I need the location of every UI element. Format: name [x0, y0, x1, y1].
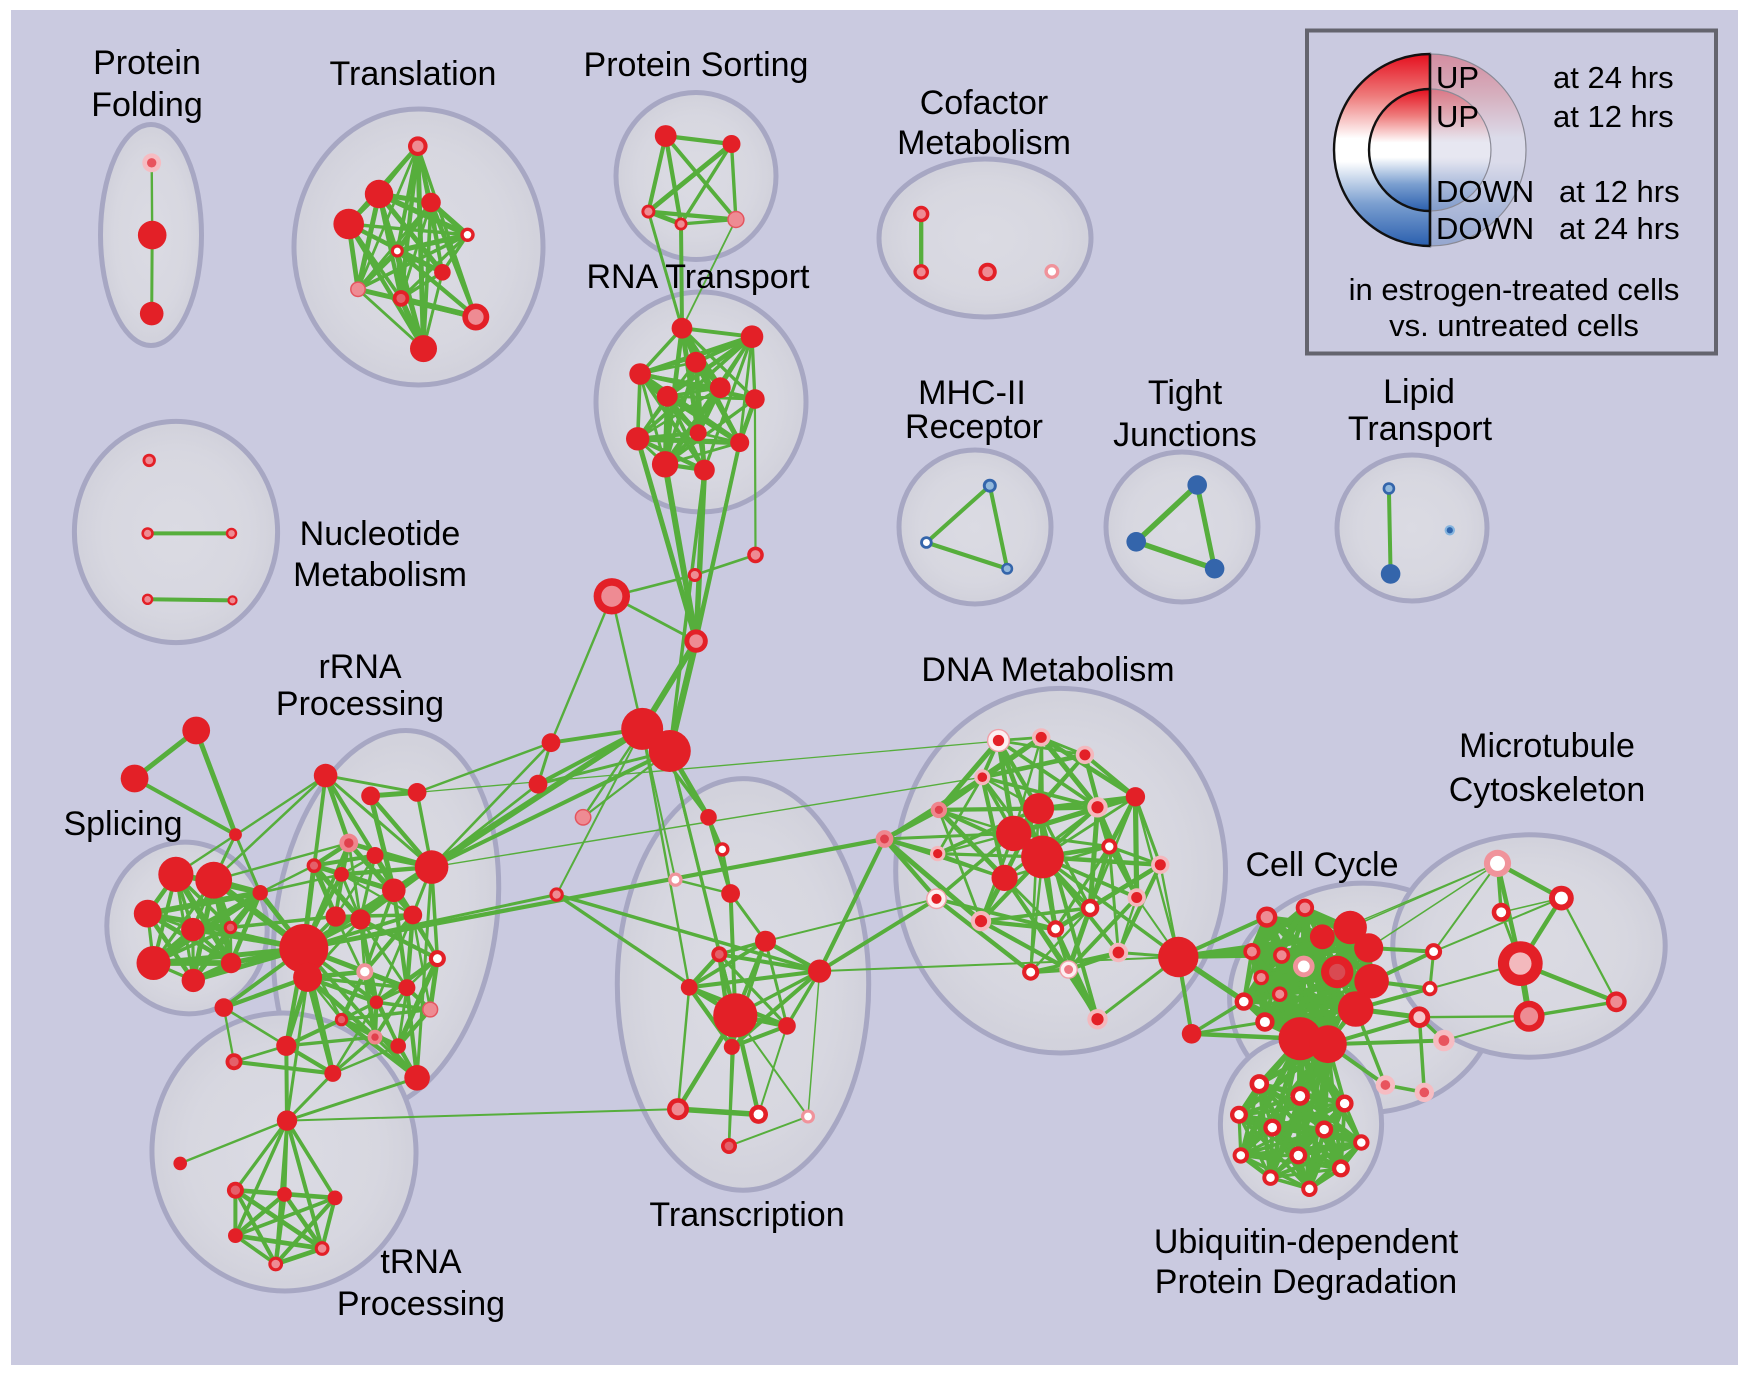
svg-text:at 24 hrs: at 24 hrs [1559, 211, 1680, 246]
svg-text:Cofactor: Cofactor [920, 84, 1049, 122]
svg-text:DOWN: DOWN [1436, 174, 1534, 209]
svg-text:Metabolism: Metabolism [293, 556, 467, 594]
svg-text:UP: UP [1436, 99, 1479, 134]
svg-text:Cytoskeleton: Cytoskeleton [1449, 771, 1646, 809]
svg-text:MHC-II: MHC-II [918, 374, 1026, 412]
svg-text:Processing: Processing [337, 1285, 505, 1323]
svg-text:Protein: Protein [93, 44, 201, 82]
svg-text:Transport: Transport [1348, 410, 1493, 448]
svg-text:at 12 hrs: at 12 hrs [1559, 174, 1680, 209]
svg-text:Translation: Translation [330, 55, 497, 93]
svg-text:at 12 hrs: at 12 hrs [1553, 99, 1674, 134]
svg-text:Receptor: Receptor [905, 408, 1043, 446]
svg-text:rRNA: rRNA [318, 648, 401, 686]
svg-text:Junctions: Junctions [1113, 416, 1257, 454]
svg-text:UP: UP [1436, 60, 1479, 95]
svg-text:vs. untreated cells: vs. untreated cells [1389, 308, 1639, 343]
svg-text:Ubiquitin-dependent: Ubiquitin-dependent [1154, 1223, 1459, 1261]
svg-text:Nucleotide: Nucleotide [300, 515, 461, 553]
svg-text:Splicing: Splicing [63, 805, 182, 843]
svg-text:at 24 hrs: at 24 hrs [1553, 60, 1674, 95]
svg-text:Protein Sorting: Protein Sorting [584, 46, 809, 84]
svg-text:Folding: Folding [91, 86, 203, 124]
svg-text:DOWN: DOWN [1436, 211, 1534, 246]
svg-text:Microtubule: Microtubule [1459, 727, 1635, 765]
svg-text:Processing: Processing [276, 685, 444, 723]
svg-text:Transcription: Transcription [649, 1196, 844, 1234]
svg-text:Tight: Tight [1148, 374, 1223, 412]
svg-text:RNA Transport: RNA Transport [587, 258, 811, 296]
svg-text:Metabolism: Metabolism [897, 124, 1071, 162]
svg-text:Cell Cycle: Cell Cycle [1245, 846, 1398, 884]
svg-text:DNA Metabolism: DNA Metabolism [921, 651, 1174, 689]
svg-text:in estrogen-treated cells: in estrogen-treated cells [1349, 272, 1680, 307]
svg-text:Lipid: Lipid [1383, 373, 1455, 411]
svg-text:Protein Degradation: Protein Degradation [1155, 1263, 1457, 1301]
svg-text:tRNA: tRNA [380, 1243, 462, 1281]
